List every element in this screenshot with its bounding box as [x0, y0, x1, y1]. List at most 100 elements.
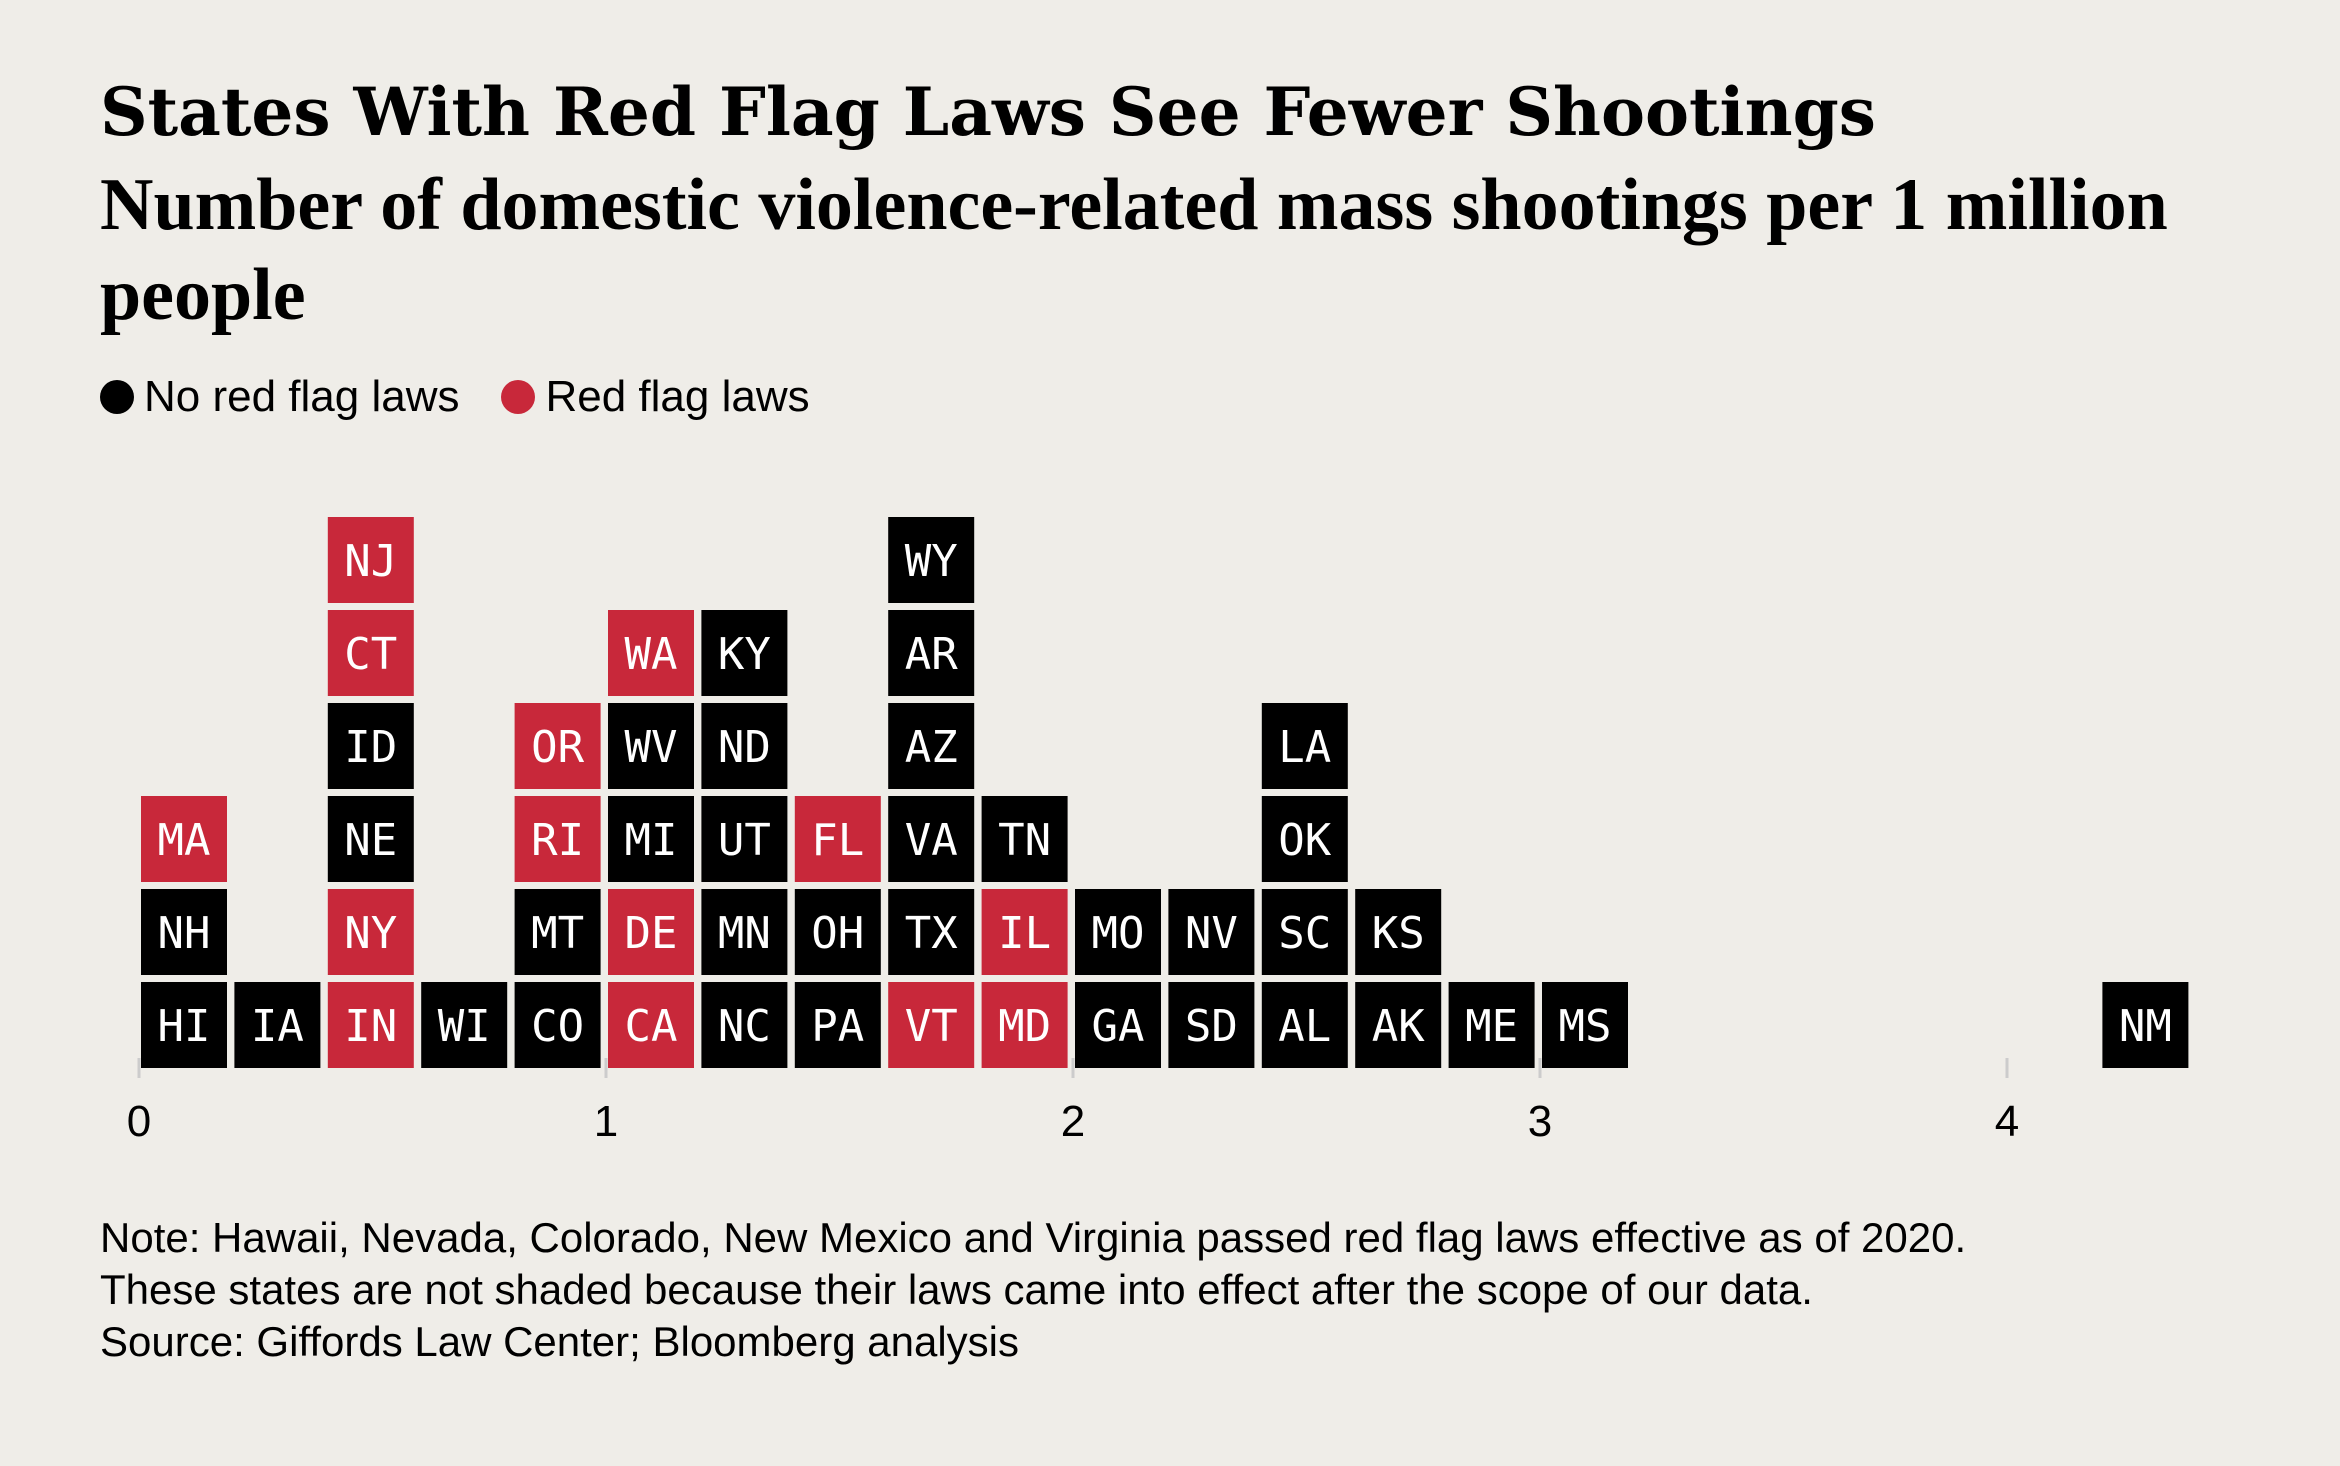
- state-tile-nd: ND: [701, 703, 788, 789]
- state-tile-pa: PA: [794, 982, 881, 1068]
- state-tile-rect: [141, 796, 227, 882]
- state-tile-ms: MS: [1542, 982, 1628, 1068]
- state-tile-label: LA: [1278, 722, 1331, 773]
- state-tile-label: HI: [158, 1001, 211, 1052]
- tile-histogram-chart: HI NH MA IA IN NY NE ID CT NJ WI CO MT RI OR CA DE MI WV WA…: [127, 517, 2189, 1146]
- legend-swatch-red-flag: [501, 380, 536, 414]
- state-tile-md: MD: [981, 982, 1068, 1068]
- x-tick-label: 1: [594, 1097, 618, 1146]
- state-tile-rect: [1075, 982, 1161, 1068]
- state-tile-rect: [2102, 982, 2189, 1068]
- state-tile-rect: [141, 982, 227, 1068]
- state-tile-label: KS: [1372, 908, 1425, 959]
- state-tile-rect: [1542, 982, 1628, 1068]
- state-tile-la: LA: [1261, 703, 1348, 789]
- state-tile-rect: [327, 889, 414, 975]
- state-tile-az: AZ: [888, 703, 975, 789]
- state-tile-label: RI: [531, 815, 584, 866]
- state-tile-ut: UT: [701, 796, 788, 882]
- state-tile-wv: WV: [608, 703, 694, 789]
- state-tile-rect: [234, 982, 321, 1068]
- state-tile-rect: [514, 703, 601, 789]
- state-tile-va: VA: [888, 796, 975, 882]
- state-tile-rect: [1448, 982, 1535, 1068]
- state-tile-rect: [981, 982, 1068, 1068]
- state-tile-rect: [1168, 982, 1255, 1068]
- state-tile-label: DE: [625, 908, 678, 959]
- state-tile-rect: [888, 517, 975, 603]
- state-tile-rect: [981, 796, 1068, 882]
- state-tile-rect: [327, 703, 414, 789]
- state-tile-tn: TN: [981, 796, 1068, 882]
- state-tile-il: IL: [981, 889, 1068, 975]
- legend-swatch-no-red-flag: [100, 380, 134, 414]
- state-tile-ne: NE: [327, 796, 414, 882]
- state-tile-label: WI: [438, 1001, 491, 1052]
- state-tile-rect: [701, 982, 788, 1068]
- state-tile-label: MO: [1092, 908, 1145, 959]
- state-tile-label: NM: [2119, 1001, 2172, 1052]
- state-tile-rect: [888, 703, 975, 789]
- note-line-1: Note: Hawaii, Nevada, Colorado, New Mexi…: [100, 1214, 1967, 1261]
- x-tick-label: 2: [1061, 1097, 1085, 1146]
- state-tile-label: NC: [718, 1001, 771, 1052]
- state-tile-rect: [514, 796, 601, 882]
- state-tile-label: VT: [905, 1001, 958, 1052]
- state-tile-label: SD: [1185, 1001, 1238, 1052]
- state-tile-ri: RI: [514, 796, 601, 882]
- state-tile-mt: MT: [514, 889, 601, 975]
- state-tile-ar: AR: [888, 610, 975, 696]
- state-tile-label: NJ: [344, 536, 397, 587]
- state-tile-ga: GA: [1075, 982, 1161, 1068]
- state-tile-rect: [794, 982, 881, 1068]
- state-tile-oh: OH: [794, 889, 881, 975]
- state-tile-rect: [1261, 796, 1348, 882]
- state-tile-rect: [608, 703, 694, 789]
- state-tile-label: CA: [625, 1001, 678, 1052]
- state-tile-vt: VT: [888, 982, 975, 1068]
- state-tile-label: OH: [811, 908, 864, 959]
- state-tile-rect: [421, 982, 508, 1068]
- state-tile-me: ME: [1448, 982, 1535, 1068]
- state-tile-ia: IA: [234, 982, 321, 1068]
- state-tile-ca: CA: [608, 982, 694, 1068]
- state-tile-ma: MA: [141, 796, 227, 882]
- state-tile-label: FL: [811, 815, 864, 866]
- state-tile-rect: [701, 703, 788, 789]
- legend: No red flag laws Red flag laws: [100, 365, 852, 429]
- state-tile-fl: FL: [794, 796, 881, 882]
- state-tile-nh: NH: [141, 889, 227, 975]
- state-tile-label: MS: [1559, 1001, 1612, 1052]
- state-tile-in: IN: [327, 982, 414, 1068]
- state-tile-nm: NM: [2102, 982, 2189, 1068]
- state-tile-rect: [327, 517, 414, 603]
- state-tile-label: UT: [718, 815, 771, 866]
- state-tile-label: GA: [1092, 1001, 1145, 1052]
- state-tile-rect: [1261, 982, 1348, 1068]
- state-tile-id: ID: [327, 703, 414, 789]
- state-tile-label: NV: [1185, 908, 1238, 959]
- state-tile-label: TX: [905, 908, 958, 959]
- note-line-2: These states are not shaded because thei…: [100, 1266, 1813, 1313]
- state-tile-label: MN: [718, 908, 771, 959]
- state-tile-rect: [608, 982, 694, 1068]
- state-tile-ok: OK: [1261, 796, 1348, 882]
- state-tile-rect: [608, 610, 694, 696]
- state-tile-tx: TX: [888, 889, 975, 975]
- state-tile-rect: [514, 982, 601, 1068]
- state-tile-sd: SD: [1168, 982, 1255, 1068]
- state-tile-rect: [888, 982, 975, 1068]
- source-line: Source: Giffords Law Center; Bloomberg a…: [100, 1318, 1019, 1365]
- state-tile-label: OR: [531, 722, 584, 773]
- state-tile-label: IA: [251, 1001, 304, 1052]
- state-tile-rect: [514, 889, 601, 975]
- footnotes: Note: Hawaii, Nevada, Colorado, New Mexi…: [100, 1212, 2300, 1368]
- state-tile-ks: KS: [1355, 889, 1442, 975]
- x-tick-label: 3: [1528, 1097, 1552, 1146]
- chart-title: States With Red Flag Laws See Fewer Shoo…: [100, 73, 1876, 151]
- state-tile-wi: WI: [421, 982, 508, 1068]
- legend-label-red-flag: Red flag laws: [545, 372, 810, 421]
- state-tile-label: VA: [905, 815, 958, 866]
- x-axis: 0 1 2 3 4: [127, 1058, 2019, 1146]
- state-tile-label: CT: [344, 629, 397, 680]
